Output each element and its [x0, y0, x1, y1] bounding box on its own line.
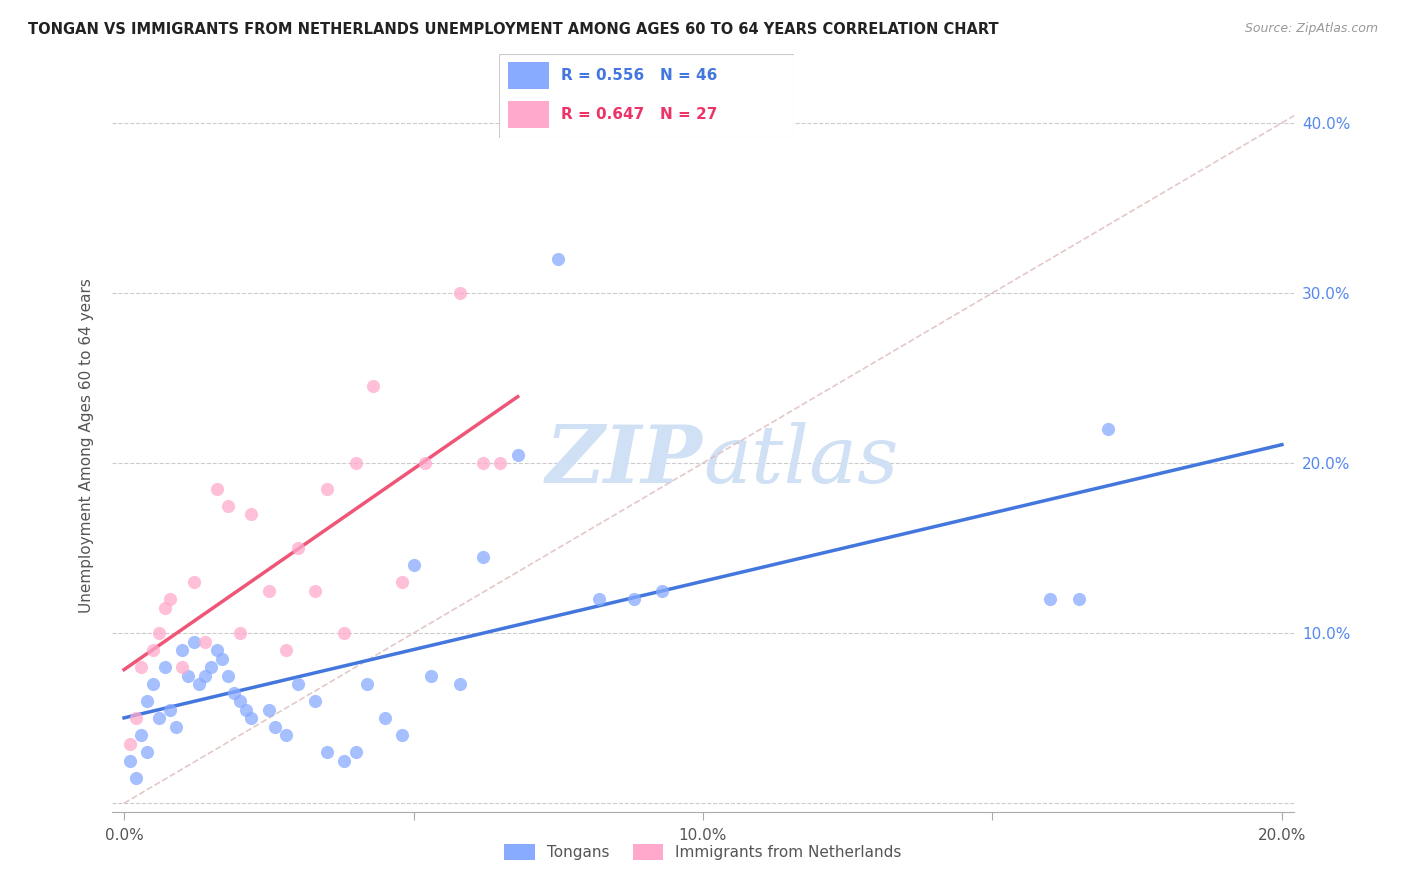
Point	[205, 643, 228, 657]
Point	[136, 745, 159, 759]
Point	[419, 668, 441, 682]
Bar	[508, 101, 550, 128]
Point	[257, 583, 280, 598]
Point	[489, 456, 512, 470]
Point	[449, 285, 471, 300]
Point	[263, 720, 285, 734]
Point	[159, 592, 181, 607]
Legend: Tongans, Immigrants from Netherlands: Tongans, Immigrants from Netherlands	[498, 838, 908, 866]
Point	[449, 677, 471, 691]
Point	[506, 448, 529, 462]
Point	[333, 626, 356, 640]
Point	[472, 549, 495, 564]
Point	[257, 703, 280, 717]
Point	[391, 575, 413, 590]
Y-axis label: Unemployment Among Ages 60 to 64 years: Unemployment Among Ages 60 to 64 years	[79, 278, 94, 614]
Point	[183, 575, 205, 590]
Point	[148, 711, 170, 725]
Point	[194, 634, 217, 648]
Point	[153, 600, 176, 615]
Point	[276, 728, 298, 742]
Point	[177, 668, 200, 682]
Point	[211, 651, 233, 665]
Point	[170, 643, 193, 657]
Point	[391, 728, 413, 742]
Point	[547, 252, 569, 266]
Point	[344, 745, 367, 759]
Point	[183, 634, 205, 648]
Point	[124, 771, 146, 785]
Point	[136, 694, 159, 708]
Point	[148, 626, 170, 640]
Point	[304, 694, 326, 708]
Point	[1097, 422, 1119, 436]
Point	[142, 677, 165, 691]
Point	[153, 660, 176, 674]
Point	[124, 711, 146, 725]
Point	[1039, 592, 1062, 607]
Point	[315, 745, 337, 759]
Point	[131, 660, 153, 674]
Text: ZIP: ZIP	[546, 422, 703, 500]
Point	[217, 668, 239, 682]
Point	[205, 482, 228, 496]
Point	[222, 686, 245, 700]
Point	[118, 754, 141, 768]
Text: R = 0.647   N = 27: R = 0.647 N = 27	[561, 107, 717, 122]
Point	[402, 558, 425, 572]
Point	[131, 728, 153, 742]
Text: R = 0.556   N = 46: R = 0.556 N = 46	[561, 68, 717, 83]
Point	[304, 583, 326, 598]
Point	[200, 660, 222, 674]
Point	[413, 456, 436, 470]
Point	[374, 711, 396, 725]
Point	[287, 541, 309, 555]
Point	[188, 677, 211, 691]
Point	[118, 737, 141, 751]
Text: Source: ZipAtlas.com: Source: ZipAtlas.com	[1244, 22, 1378, 36]
Point	[235, 703, 257, 717]
Point	[240, 711, 263, 725]
Point	[344, 456, 367, 470]
Point	[333, 754, 356, 768]
Point	[472, 456, 495, 470]
Point	[315, 482, 337, 496]
Point	[287, 677, 309, 691]
Point	[240, 507, 263, 521]
Point	[588, 592, 610, 607]
Point	[165, 720, 187, 734]
Point	[651, 583, 673, 598]
Point	[229, 694, 252, 708]
Point	[623, 592, 645, 607]
Point	[356, 677, 378, 691]
Text: TONGAN VS IMMIGRANTS FROM NETHERLANDS UNEMPLOYMENT AMONG AGES 60 TO 64 YEARS COR: TONGAN VS IMMIGRANTS FROM NETHERLANDS UN…	[28, 22, 998, 37]
Point	[142, 643, 165, 657]
Point	[170, 660, 193, 674]
Point	[217, 499, 239, 513]
Point	[361, 379, 384, 393]
Point	[229, 626, 252, 640]
Point	[1069, 592, 1091, 607]
Point	[276, 643, 298, 657]
Point	[194, 668, 217, 682]
Point	[159, 703, 181, 717]
Text: atlas: atlas	[703, 422, 898, 500]
Bar	[508, 62, 550, 89]
